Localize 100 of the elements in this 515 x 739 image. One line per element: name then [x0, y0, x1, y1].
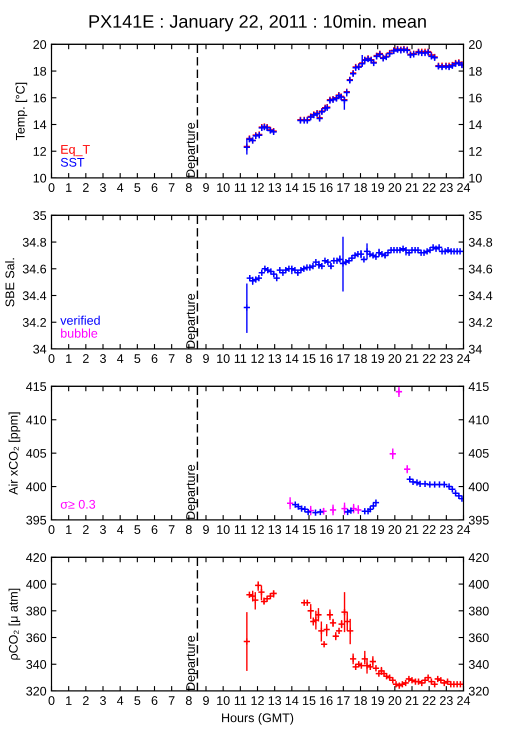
y-tick-label: 320	[26, 686, 46, 696]
x-tick-label: 4	[116, 354, 124, 363]
x-tick-label: 12	[252, 183, 264, 192]
x-tick-label: 17	[337, 354, 350, 363]
x-tick-label: 1	[66, 525, 72, 534]
legend-label: bubble	[61, 328, 98, 338]
x-tick-label: 20	[388, 525, 402, 534]
y2-tick-label: 420	[468, 553, 489, 562]
x-tick-label: 1	[66, 354, 72, 363]
x-tick-label: 24	[457, 183, 470, 192]
x-tick-label: 8	[186, 696, 192, 706]
x-tick-label: 17	[337, 525, 350, 534]
x-tick-label: 13	[268, 183, 282, 192]
ref-line-label: Departure	[186, 464, 198, 519]
x-tick-label: 14	[286, 183, 298, 192]
text: σ≥ 0.3	[60, 500, 96, 509]
x-tick-label: 20	[388, 696, 402, 706]
x-tick-label: 12	[252, 525, 264, 534]
x-tick-label: 2	[82, 354, 89, 363]
x-tick-label: 3	[100, 696, 106, 706]
y2-tick-label: 18	[469, 66, 482, 76]
x-tick-label: 18	[354, 354, 367, 363]
y-tick-label: 420	[26, 553, 46, 562]
text: verified	[60, 316, 100, 325]
x-tick-label: 24	[457, 525, 470, 534]
x-tick-label: 2	[82, 183, 89, 192]
y2-tick-label: 35	[468, 211, 482, 220]
ref-line-label: Departure	[186, 122, 198, 177]
x-tick-label: 8	[186, 525, 192, 534]
y-tick-label: 34.4	[22, 291, 46, 300]
x-tick-label: 9	[203, 354, 209, 363]
x-tick-label: 12	[252, 696, 264, 705]
x-tick-label: 5	[134, 696, 140, 706]
y2-tick-label: 34.6	[468, 264, 492, 274]
x-tick-label: 14	[286, 354, 298, 363]
y-tick-label: 34.8	[22, 238, 46, 247]
x-tick-label: 13	[268, 354, 282, 363]
x-tick-label: 9	[203, 183, 209, 192]
y-axis-title: ρCO₂ [μ atm]	[8, 588, 20, 660]
x-tick-label: 3	[100, 183, 106, 192]
y2-tick-label: 34	[468, 344, 482, 354]
x-tick-label: 15	[303, 183, 316, 192]
y-tick-label: 34.2	[22, 318, 46, 327]
x-tick-label: 22	[422, 354, 436, 363]
x-tick-label: 11	[234, 696, 246, 705]
x-tick-label: 5	[134, 183, 140, 192]
x-tick-label: 2	[82, 525, 89, 534]
x-tick-label: 15	[303, 696, 316, 706]
x-axis-title: Hours (GMT)	[222, 713, 294, 725]
x-tick-label: 23	[440, 354, 453, 363]
x-tick-label: 5	[134, 525, 140, 534]
x-tick-label: 24	[457, 696, 470, 705]
y2-tick-label: 405	[468, 448, 489, 458]
y-tick-label: 10	[34, 174, 46, 183]
x-tick-label: 20	[388, 354, 402, 363]
x-tick-label: 11	[234, 525, 246, 534]
x-tick-label: 21	[406, 525, 418, 534]
y2-tick-label: 20	[468, 40, 482, 49]
x-tick-label: 1	[66, 183, 72, 192]
x-tick-label: 9	[203, 696, 209, 706]
y-axis-title: Air xCO₂ [ppm]	[8, 412, 20, 495]
x-tick-label: 21	[406, 696, 418, 705]
x-tick-label: 7	[168, 525, 175, 534]
x-tick-label: 13	[268, 525, 282, 534]
y-tick-label: 20	[33, 40, 46, 49]
x-tick-label: 23	[440, 696, 453, 706]
y-tick-label: 18	[34, 66, 46, 76]
x-tick-label: 0	[48, 183, 54, 192]
y2-tick-label: 400	[468, 482, 489, 492]
x-tick-label: 8	[186, 354, 192, 363]
x-tick-label: 13	[268, 696, 282, 706]
y-tick-label: 400	[26, 482, 46, 492]
x-tick-label: 1	[66, 696, 72, 705]
y2-tick-label: 34.8	[468, 238, 492, 247]
x-tick-label: 10	[217, 525, 230, 534]
x-tick-label: 2	[82, 696, 89, 705]
x-tick-label: 10	[217, 354, 230, 363]
y-tick-label: 400	[26, 580, 46, 589]
x-tick-label: 4	[116, 525, 124, 534]
x-tick-label: 23	[440, 183, 453, 192]
x-tick-label: 3	[100, 354, 106, 363]
y2-tick-label: 34.2	[468, 318, 492, 327]
x-tick-label: 0	[48, 354, 54, 363]
x-tick-label: 17	[337, 183, 350, 192]
x-tick-label: 19	[372, 354, 384, 363]
x-tick-label: 14	[286, 525, 298, 534]
y-tick-label: 14	[34, 120, 46, 130]
y-tick-label: 410	[26, 416, 46, 424]
chart-title: PX141E : January 22, 2011 : 10min. mean	[90, 14, 426, 32]
x-tick-label: 6	[152, 696, 158, 706]
x-tick-label: 15	[303, 525, 316, 534]
x-tick-label: 4	[116, 183, 124, 192]
y-axis-title: SBE Sal.	[5, 258, 14, 307]
x-tick-label: 19	[372, 183, 384, 192]
x-tick-label: 22	[422, 183, 436, 192]
x-tick-label: 24	[457, 354, 470, 363]
x-tick-label: 7	[168, 183, 175, 192]
x-tick-label: 15	[303, 354, 316, 363]
x-tick-label: 16	[320, 525, 333, 534]
x-tick-label: 18	[354, 183, 367, 192]
